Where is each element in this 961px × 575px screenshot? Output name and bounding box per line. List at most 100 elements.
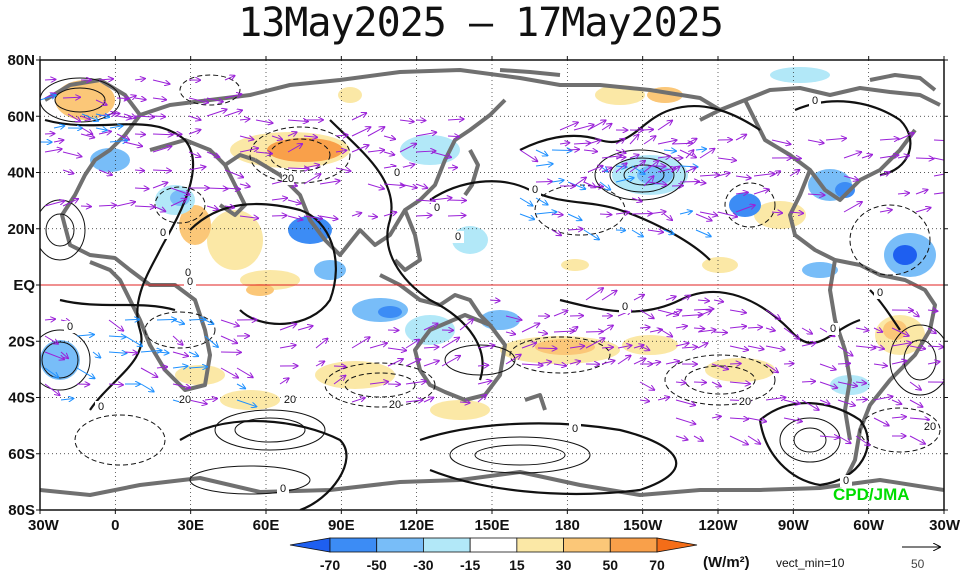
wind-vector: [855, 328, 868, 330]
wind-vector: [220, 335, 237, 343]
wind-vector: [279, 345, 296, 348]
wind-vector: [633, 359, 645, 365]
wind-vector: [657, 156, 670, 158]
wind-vector: [405, 381, 426, 384]
wind-vector: [335, 135, 348, 136]
lon-label: 60W: [853, 517, 885, 534]
wind-vector: [156, 319, 176, 320]
wind-vector: [297, 326, 313, 331]
wind-vector: [783, 327, 799, 339]
wind-vector: [657, 140, 677, 145]
wind-vector: [519, 213, 534, 219]
wind-vector: [657, 168, 675, 173]
wind-vector: [255, 152, 272, 154]
colorbar-tick-labels: -70 -50 -30 -15 15 30 50 70: [320, 557, 665, 573]
wind-vector: [915, 158, 933, 159]
wind-vector: [663, 213, 672, 220]
wind-vector: [108, 336, 126, 337]
wind-vector: [699, 149, 714, 159]
wind-vector: [873, 417, 889, 426]
wind-vector: [152, 146, 171, 153]
wind-vector: [60, 398, 73, 400]
colorbar-tick-label: -30: [413, 557, 433, 573]
lon-label: 30W: [28, 517, 60, 534]
contour-label: 0: [67, 321, 73, 333]
wind-vector: [639, 381, 654, 390]
wind-vector: [53, 140, 63, 142]
wind-vector: [729, 382, 750, 384]
wind-vector: [152, 205, 165, 211]
contour-label-bg: [529, 184, 541, 196]
wind-vector: [351, 398, 365, 403]
wind-vector: [188, 116, 201, 120]
wind-vector: [172, 383, 190, 388]
wind-vector: [879, 172, 889, 176]
wind-vector: [599, 214, 611, 215]
wind-vector: [711, 363, 728, 369]
wind-vector: [735, 176, 751, 178]
wind-vector: [44, 201, 64, 207]
wind-vector: [236, 399, 256, 407]
wind-vector: [753, 174, 774, 176]
colorbar-tick-label: -50: [367, 557, 387, 573]
wind-vector: [747, 327, 762, 328]
contour-label: 0: [185, 267, 191, 279]
wind-vector: [801, 399, 819, 410]
wind-vector: [819, 381, 837, 388]
wind-vector: [601, 124, 612, 131]
contour-label-bg: [157, 227, 169, 239]
wind-vector: [170, 199, 186, 207]
wind-vector: [933, 139, 944, 142]
wind-vector: [188, 167, 205, 170]
wind-vector: [567, 229, 583, 230]
wind-vector: [837, 381, 857, 386]
wind-vector: [559, 122, 578, 131]
wind-vector: [224, 169, 243, 177]
colorbar-tick-label: -70: [320, 557, 340, 573]
contour-label-bg: [179, 394, 191, 406]
wind-vector: [601, 347, 613, 348]
wind-vector: [629, 155, 639, 158]
wind-vector: [585, 338, 604, 349]
wind-vector: [553, 364, 566, 366]
wind-vector: [551, 214, 563, 215]
wind-vector: [927, 310, 937, 311]
contour-label-bg: [452, 231, 464, 243]
wind-vector: [783, 399, 800, 404]
wind-vector: [747, 435, 760, 444]
wind-vector: [134, 134, 145, 135]
colorbar-segment: [469, 537, 518, 553]
colorbar-segment: [289, 537, 331, 553]
contour-label: 0: [280, 483, 286, 495]
wind-vector: [172, 335, 183, 345]
wind-vector: [639, 400, 649, 401]
wind-vector: [224, 206, 234, 208]
wind-vector: [152, 116, 165, 117]
wind-vector: [695, 149, 706, 150]
colorbar-unit: (W/m²): [703, 554, 750, 571]
wind-vector: [279, 324, 296, 331]
lat-label: 40S: [8, 390, 35, 407]
contour-label-bg: [184, 276, 196, 288]
wind-vector: [188, 130, 200, 135]
wind-vector: [671, 143, 693, 144]
lon-label: 30E: [177, 517, 204, 534]
contour-label-bg: [282, 173, 294, 185]
wind-vector: [431, 151, 451, 157]
wind-vector: [95, 114, 109, 117]
wind-vector: [735, 205, 755, 213]
wind-vector: [459, 319, 473, 331]
wind-vector: [685, 167, 696, 173]
wind-vector: [631, 198, 642, 201]
colorbar-segment: [423, 537, 471, 553]
wind-vector: [188, 352, 198, 356]
wind-vector: [873, 328, 882, 332]
wind-vector: [124, 319, 139, 320]
wind-vector: [224, 94, 241, 99]
wind-vector: [423, 324, 438, 331]
contour-label-bg: [809, 95, 821, 107]
colorbar-tick-label: 70: [649, 557, 665, 573]
wind-vector: [551, 229, 561, 235]
wind-vector: [108, 352, 126, 353]
wind-vector: [729, 345, 748, 350]
